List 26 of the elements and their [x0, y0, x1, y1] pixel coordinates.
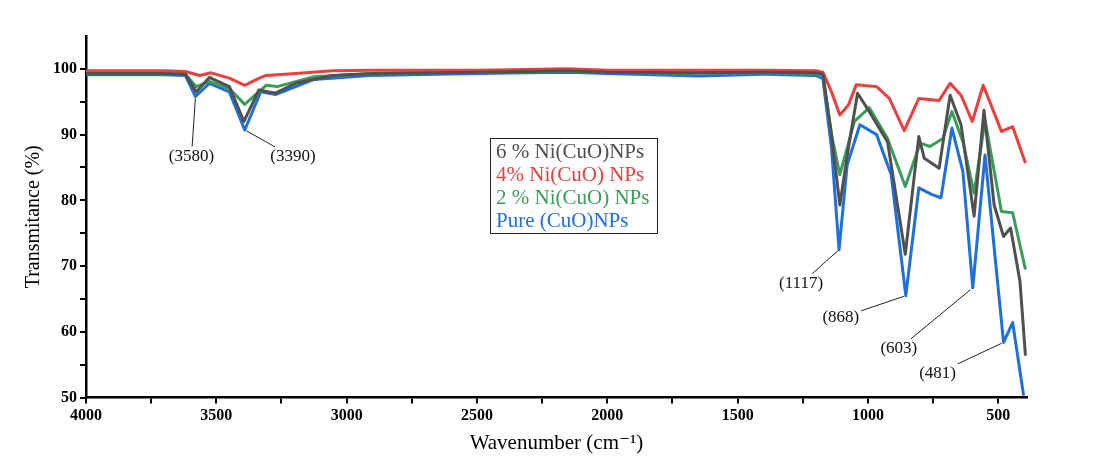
annotation: (3580) — [168, 145, 215, 165]
y-tick-label: 100 — [53, 59, 77, 77]
annotation: (603) — [880, 338, 918, 358]
annotation: (481) — [919, 362, 956, 382]
x-tick-label: 4000 — [70, 406, 102, 424]
y-tick-label: 70 — [61, 256, 77, 274]
x-tick-label: 500 — [986, 406, 1011, 424]
x-tick-label: 3500 — [200, 406, 233, 424]
annotation: (3390) — [270, 146, 316, 166]
y-tick-label: 90 — [61, 124, 77, 142]
annotation: (1117) — [779, 273, 824, 293]
y-tick-label: 80 — [61, 190, 77, 208]
y-tick-label: 50 — [61, 387, 77, 405]
annotation: (868) — [822, 307, 860, 327]
text: 6 % Ni(CuO)NPs — [496, 139, 646, 163]
text: Pure (CuO)NPs — [496, 208, 630, 232]
text: 2 % Ni(CuO) NPs — [496, 185, 650, 209]
x-tick-label: 2000 — [591, 406, 624, 424]
x-tick-label: 2500 — [461, 406, 493, 424]
x-tick-label: 1500 — [721, 406, 754, 424]
x-tick-label: 1000 — [851, 406, 884, 424]
x-tick-label: 3000 — [330, 406, 363, 424]
x-axis-title: Wavenumber (cm⁻¹) — [469, 429, 644, 454]
y-tick-label: 60 — [61, 322, 77, 339]
text: 4% Ni(CuO) NPs — [496, 162, 646, 186]
y-axis-title: Transmitance (%) — [21, 145, 45, 289]
